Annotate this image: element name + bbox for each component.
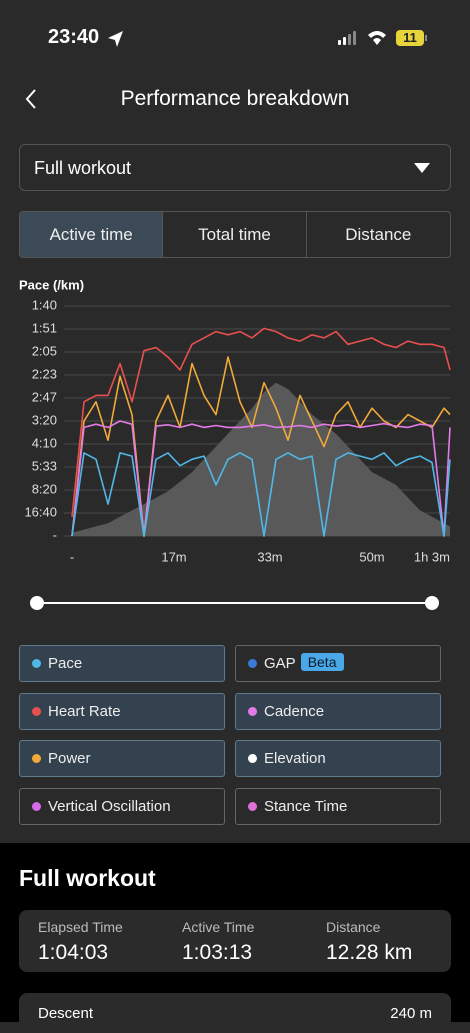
y-tick-label: 4:10 <box>32 435 57 450</box>
stat-value: 12.28 km <box>326 941 413 964</box>
metric-toggle[interactable]: Cadence <box>235 692 441 730</box>
legend-label: Elevation <box>264 750 326 768</box>
descent-value: 240 m <box>390 1005 432 1022</box>
back-button[interactable] <box>22 87 42 111</box>
slider-start-handle[interactable] <box>30 596 44 610</box>
series-line <box>71 420 451 537</box>
chart: Pace (/km) 1:40 1:51 2:05 2:23 2:47 3:20 4:10 5… <box>19 277 451 564</box>
slider-end-handle[interactable] <box>425 596 439 610</box>
metric-toggle[interactable]: Elevation <box>235 740 441 778</box>
beta-badge: Beta <box>300 653 344 671</box>
legend-dot <box>32 706 41 716</box>
stat-label: Active Time <box>182 919 255 935</box>
legend-dot <box>248 754 257 764</box>
dropdown-label: Full workout <box>34 158 132 178</box>
metric-toggle[interactable]: Heart Rate <box>19 692 225 730</box>
summary-title: Full workout <box>19 865 156 891</box>
y-tick-label: 3:20 <box>32 412 57 427</box>
metric-toggle[interactable]: GAP Beta <box>235 645 441 682</box>
y-tick-label: 2:47 <box>32 389 57 404</box>
elevation-area <box>72 382 450 536</box>
y-tick-label: 5:33 <box>32 458 57 473</box>
page-title: Performance breakdown <box>120 87 350 110</box>
metric-toggle[interactable]: Stance Time <box>235 788 441 826</box>
legend-dot <box>248 802 257 812</box>
time-tabs: Active time Total time Distance <box>19 211 451 258</box>
legend-label: Heart Rate <box>48 702 121 720</box>
y-axis-label: Pace (/km) <box>19 277 84 292</box>
metric-toggle[interactable]: Vertical Oscillation <box>19 788 225 826</box>
y-tick-label: 1:40 <box>32 297 57 312</box>
legend-label: Power <box>48 750 91 768</box>
legend-dot <box>32 802 41 812</box>
y-tick-label: 1:51 <box>32 320 57 335</box>
series-line <box>71 452 451 537</box>
legend-label: GAP <box>264 655 296 672</box>
x-tick-label: 17m <box>161 549 186 564</box>
legend-dot <box>32 754 41 764</box>
y-tick-label: 2:23 <box>32 366 57 381</box>
stat-label: Elapsed Time <box>38 919 123 935</box>
y-tick-label: 8:20 <box>32 481 57 496</box>
workout-dropdown[interactable]: Full workout <box>19 144 451 191</box>
legend-label: Vertical Oscillation <box>48 798 171 816</box>
metric-toggle[interactable]: Power <box>19 740 225 778</box>
x-tick-label: 1h 3m <box>414 549 450 564</box>
y-tick-label: 2:05 <box>32 343 57 358</box>
x-tick-label: - <box>70 549 74 564</box>
x-tick-label: 50m <box>359 549 384 564</box>
stat: Elapsed Time 1:04:03 <box>38 919 123 965</box>
legend-dot <box>248 659 257 668</box>
dropdown-arrow <box>414 163 430 173</box>
descent-label: Descent <box>38 1005 94 1022</box>
range-slider <box>30 596 439 610</box>
location-icon <box>108 31 123 47</box>
stats-card: Elapsed Time 1:04:03 Active Time 1:03:13 Dis… <box>19 910 451 972</box>
legend-label: Pace <box>48 655 83 672</box>
summary-section: Full workout Elapsed Time 1:04:03 Active T… <box>0 843 470 1033</box>
stat-value: 1:04:03 <box>38 941 109 964</box>
tab[interactable]: Distance <box>345 225 412 244</box>
series-line <box>71 327 451 517</box>
status-icons <box>338 30 427 46</box>
x-tick-label: 33m <box>257 549 282 564</box>
stat-value: 1:03:13 <box>182 941 253 964</box>
stat-label: Distance <box>326 919 381 935</box>
tab[interactable]: Active time <box>20 212 164 257</box>
legend-dot <box>248 706 257 716</box>
battery-level: 11 <box>403 30 417 45</box>
legend-label: Cadence <box>264 702 325 720</box>
descent-card: Descent 240 m <box>19 993 451 1033</box>
status-time: 23:40 <box>48 26 100 48</box>
metric-toggle[interactable]: Pace <box>19 645 225 682</box>
tab[interactable]: Total time <box>163 212 307 257</box>
y-tick-label: - <box>53 527 57 542</box>
legend-label: Stance Time <box>264 798 348 816</box>
stat: Active Time 1:03:13 <box>182 919 254 965</box>
legend-dot <box>32 659 41 668</box>
stat: Distance 12.28 km <box>326 919 412 965</box>
y-tick-label: 16:40 <box>24 504 57 519</box>
